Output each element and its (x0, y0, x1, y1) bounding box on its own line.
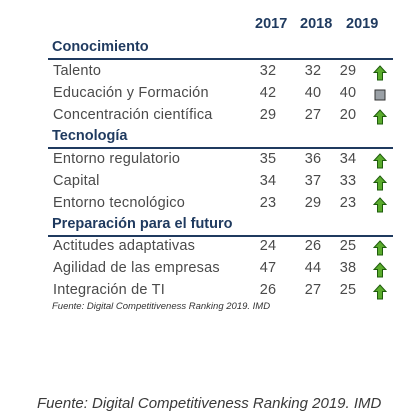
green-up-arrow-icon (373, 240, 387, 256)
value-2018: 32 (304, 63, 322, 79)
value-2019: 20 (339, 107, 357, 123)
value-2018: 36 (304, 151, 322, 167)
section-title-preparacion: Preparación para el futuro (52, 216, 233, 232)
green-up-arrow-icon (373, 284, 387, 300)
value-2017: 42 (259, 85, 277, 101)
value-2018: 27 (304, 282, 322, 298)
green-up-arrow-icon (373, 109, 387, 125)
value-2017: 29 (259, 107, 277, 123)
row-label: Agilidad de las empresas (53, 260, 220, 276)
section-divider (48, 58, 393, 60)
green-up-arrow-icon (373, 197, 387, 213)
year-2018-header: 2018 (300, 16, 333, 32)
value-2019: 38 (339, 260, 357, 276)
gray-square-icon (374, 89, 386, 101)
value-2018: 40 (304, 85, 322, 101)
value-2017: 26 (259, 282, 277, 298)
source-note-small: Fuente: Digital Competitiveness Ranking … (52, 301, 271, 312)
row-label: Actitudes adaptativas (53, 238, 196, 254)
year-header-row: 2017 2018 2019 (0, 16, 413, 38)
row-label: Educación y Formación (53, 85, 209, 101)
table-row: Concentración científica 29 27 20 (0, 107, 413, 129)
table-row: Talento 32 32 29 (0, 63, 413, 85)
source-caption: Fuente: Digital Competitiveness Ranking … (37, 395, 382, 412)
row-label: Entorno regulatorio (53, 151, 181, 167)
value-2019: 25 (339, 282, 357, 298)
table-row: Capital 34 37 33 (0, 173, 413, 195)
value-2019: 23 (339, 195, 357, 211)
section-divider (48, 147, 393, 149)
value-2019: 34 (339, 151, 357, 167)
value-2017: 23 (259, 195, 277, 211)
row-label: Entorno tecnológico (53, 195, 185, 211)
value-2018: 44 (304, 260, 322, 276)
value-2017: 32 (259, 63, 277, 79)
row-label: Concentración científica (53, 107, 213, 123)
green-up-arrow-icon (373, 175, 387, 191)
section-title-tecnologia: Tecnología (52, 128, 128, 144)
value-2019: 25 (339, 238, 357, 254)
value-2019: 33 (339, 173, 357, 189)
row-label: Talento (53, 63, 102, 79)
green-up-arrow-icon (373, 153, 387, 169)
value-2017: 24 (259, 238, 277, 254)
value-2017: 35 (259, 151, 277, 167)
table-row: Entorno regulatorio 35 36 34 (0, 151, 413, 173)
value-2017: 47 (259, 260, 277, 276)
value-2018: 27 (304, 107, 322, 123)
section-divider (48, 235, 393, 237)
row-label: Integración de TI (53, 282, 165, 298)
value-2018: 29 (304, 195, 322, 211)
year-2019-header: 2019 (346, 16, 379, 32)
year-2017-header: 2017 (255, 16, 288, 32)
green-up-arrow-icon (373, 262, 387, 278)
table-row: Agilidad de las empresas 47 44 38 (0, 260, 413, 282)
row-label: Capital (53, 173, 100, 189)
value-2019: 40 (339, 85, 357, 101)
value-2018: 37 (304, 173, 322, 189)
table-row: Educación y Formación 42 40 40 (0, 85, 413, 107)
value-2017: 34 (259, 173, 277, 189)
table-row: Entorno tecnológico 23 29 23 (0, 195, 413, 217)
table-row: Integración de TI 26 27 25 (0, 282, 413, 304)
green-up-arrow-icon (373, 65, 387, 81)
section-title-conocimiento: Conocimiento (52, 39, 149, 55)
value-2019: 29 (339, 63, 357, 79)
table-row: Actitudes adaptativas 24 26 25 (0, 238, 413, 260)
value-2018: 26 (304, 238, 322, 254)
